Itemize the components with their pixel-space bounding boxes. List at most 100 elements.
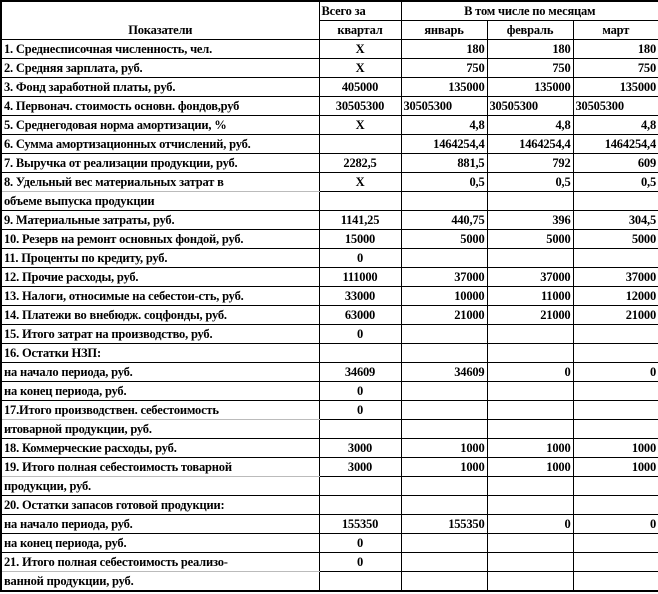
cell-february [486, 343, 574, 363]
cell-march: 12000 [572, 286, 658, 306]
row-label: 7. Выручка от реализации продукции, руб. [0, 153, 320, 173]
row-label: 5. Среднегодовая норма амортизации, % [0, 115, 320, 135]
table-row: 6. Сумма амортизационных отчислений, руб… [0, 134, 658, 154]
cell-total [318, 191, 402, 211]
cell-february: 30505300 [486, 96, 574, 116]
cell-total [318, 495, 402, 515]
cell-total: 111000 [318, 267, 402, 287]
table-row: 12. Прочие расходы, руб. 111000 37000 37000… [0, 267, 658, 287]
cell-march: 0 [572, 362, 658, 382]
cell-january: 750 [400, 58, 488, 78]
table-row: 9. Материальные затраты, руб. 1141,25 440,… [0, 210, 658, 230]
cell-february [486, 495, 574, 515]
cell-march [572, 324, 658, 344]
cell-march [572, 248, 658, 268]
table-row: 20. Остатки запасов готовой продукции: [0, 495, 658, 515]
table-row: итоварной продукции, руб. [0, 419, 658, 439]
cell-total: X [318, 39, 402, 59]
header-row-1: Показатели Всего за В том числе по месяц… [0, 0, 658, 40]
cell-january: 34609 [400, 362, 488, 382]
cell-february [486, 419, 574, 439]
cell-march [572, 191, 658, 211]
cell-february: 5000 [486, 229, 574, 249]
cell-february: 750 [486, 58, 574, 78]
cell-total: 0 [318, 324, 402, 344]
cell-total: 15000 [318, 229, 402, 249]
table-row: 15. Итого затрат на производство, руб. 0 [0, 324, 658, 344]
row-label: на конец периода, руб. [0, 533, 320, 553]
row-label: объеме выпуска продукции [0, 191, 320, 211]
row-label: 20. Остатки запасов готовой продукции: [0, 495, 320, 515]
row-label: 16. Остатки НЗП: [0, 343, 320, 363]
cell-total: 0 [318, 400, 402, 420]
cell-february: 4,8 [486, 115, 574, 135]
cell-february [486, 552, 574, 572]
cell-total: 405000 [318, 77, 402, 97]
cell-january [400, 476, 488, 496]
table-row: на начало периода, руб. 34609 34609 0 0 [0, 362, 658, 382]
cell-march: 37000 [572, 267, 658, 287]
table-row: на конец периода, руб. 0 [0, 533, 658, 553]
cell-total: X [318, 58, 402, 78]
cell-january: 881,5 [400, 153, 488, 173]
cell-february: 135000 [486, 77, 574, 97]
row-label: 9. Материальные затраты, руб. [0, 210, 320, 230]
cell-february: 792 [486, 153, 574, 173]
table-row: на начало периода, руб. 155350 155350 0 0 [0, 514, 658, 534]
row-label: на конец периода, руб. [0, 381, 320, 401]
cell-january [400, 533, 488, 553]
cell-march: 1000 [572, 457, 658, 477]
cell-total [318, 343, 402, 363]
cell-february: 0 [486, 514, 574, 534]
row-label: 15. Итого затрат на производство, руб. [0, 324, 320, 344]
row-label: на начало периода, руб. [0, 362, 320, 382]
cell-february: 37000 [486, 267, 574, 287]
cell-january: 1000 [400, 438, 488, 458]
cell-january [400, 324, 488, 344]
table-row: 7. Выручка от реализации продукции, руб.… [0, 153, 658, 173]
cell-march: 180 [572, 39, 658, 59]
cell-january: 30505300 [400, 96, 488, 116]
row-label: 17.Итого производствен. себестоимость [0, 400, 320, 420]
table-row: 16. Остатки НЗП: [0, 343, 658, 363]
cell-march [572, 400, 658, 420]
cell-march: 135000 [572, 77, 658, 97]
cell-march: 1464254,4 [572, 134, 658, 154]
header-month-march: март [572, 20, 658, 40]
row-label: итоварной продукции, руб. [0, 419, 320, 439]
table-row: 19. Итого полная себестоимость товарной 3… [0, 457, 658, 477]
row-label: 12. Прочие расходы, руб. [0, 267, 320, 287]
cell-total: X [318, 115, 402, 135]
cell-february: 21000 [486, 305, 574, 325]
table-row: 4. Первонач. стоимость основн. фондов,ру… [0, 96, 658, 116]
cell-march: 750 [572, 58, 658, 78]
row-label: 6. Сумма амортизационных отчислений, руб… [0, 134, 320, 154]
cell-march: 4,8 [572, 115, 658, 135]
cell-january: 155350 [400, 514, 488, 534]
cell-february: 0 [486, 362, 574, 382]
table-row: 21. Итого полная себестоимость реализо- 0 [0, 552, 658, 572]
cell-january: 4,8 [400, 115, 488, 135]
row-label: 1. Среднесписочная численность, чел. [0, 39, 320, 59]
cell-february: 1464254,4 [486, 134, 574, 154]
cell-total: 155350 [318, 514, 402, 534]
header-total-line1: Всего за [318, 0, 402, 21]
cell-march: 5000 [572, 229, 658, 249]
cell-january: 10000 [400, 286, 488, 306]
cell-january: 180 [400, 39, 488, 59]
row-label: 3. Фонд заработной платы, руб. [0, 77, 320, 97]
cell-total [318, 476, 402, 496]
header-months-group: В том числе по месяцам [400, 0, 658, 21]
cell-total: 33000 [318, 286, 402, 306]
cell-february: 180 [486, 39, 574, 59]
cell-total: 34609 [318, 362, 402, 382]
row-label: 4. Первонач. стоимость основн. фондов,ру… [0, 96, 320, 116]
cell-january [400, 343, 488, 363]
cell-march: 304,5 [572, 210, 658, 230]
row-label: 2. Средняя зарплата, руб. [0, 58, 320, 78]
cell-january [400, 552, 488, 572]
cell-total [318, 571, 402, 592]
cell-march: 609 [572, 153, 658, 173]
cell-january: 1464254,4 [400, 134, 488, 154]
